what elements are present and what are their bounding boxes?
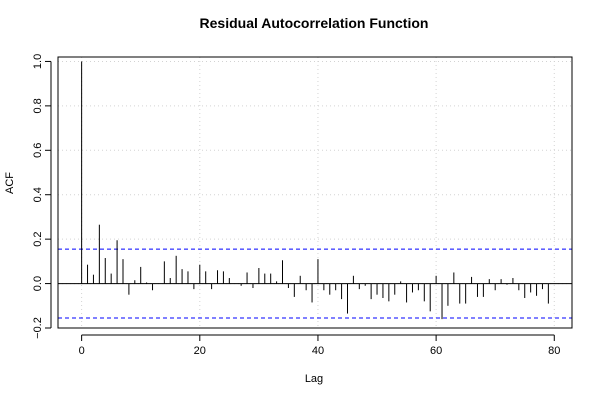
y-tick-label: 0.4 <box>32 187 44 202</box>
acf-bars <box>81 61 549 320</box>
x-tick-label: 0 <box>79 345 85 357</box>
y-tick-label: 0.6 <box>32 143 44 158</box>
x-tick-label: 20 <box>194 345 206 357</box>
y-tick-label: 1.0 <box>32 54 44 69</box>
x-tick-label: 80 <box>548 345 560 357</box>
y-tick-label: 0.2 <box>32 231 44 246</box>
y-tick-label: 0.8 <box>32 98 44 113</box>
x-axis-label: Lag <box>305 373 323 385</box>
y-tick-label: 0.0 <box>32 276 44 291</box>
y-axis-label: ACF <box>4 172 16 194</box>
plot-frame <box>57 56 573 329</box>
x-tick-label: 60 <box>430 345 442 357</box>
y-axis: −0.2 0.0 0.2 0.4 0.6 0.8 1.0 <box>32 54 52 339</box>
chart-title: Residual Autocorrelation Function <box>200 15 429 31</box>
y-tick-label: −0.2 <box>32 317 44 339</box>
x-tick-label: 40 <box>312 345 324 357</box>
x-axis: 0 20 40 60 80 <box>79 334 560 357</box>
confidence-bounds <box>58 248 572 319</box>
